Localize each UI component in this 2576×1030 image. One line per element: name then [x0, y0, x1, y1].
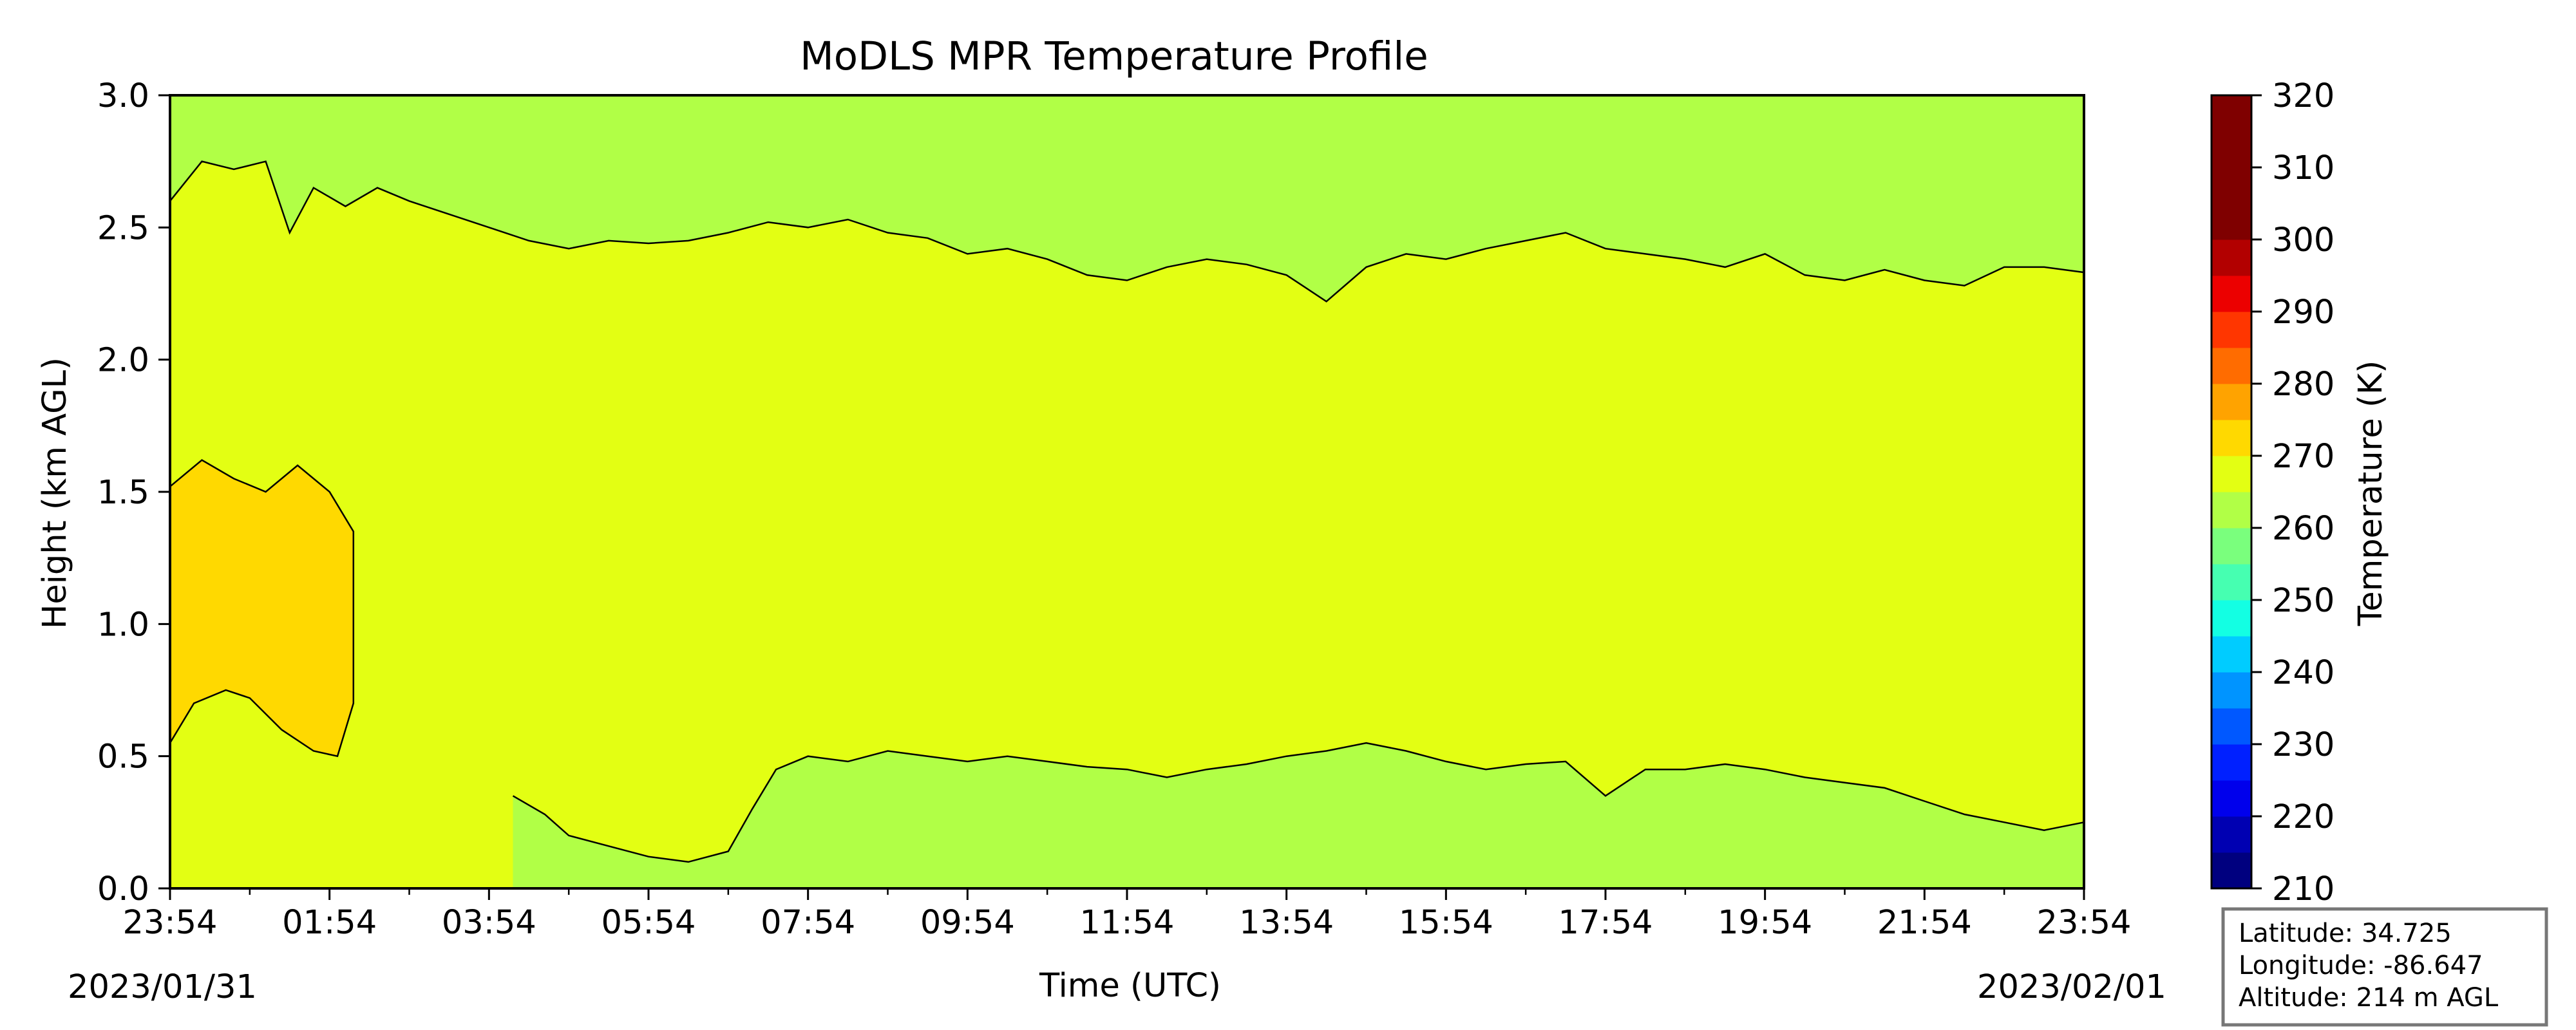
x-axis-label: Time (UTC) [1039, 967, 1221, 1005]
colorbar-bin [2211, 95, 2251, 132]
colorbar-tick-label: 320 [2272, 77, 2334, 115]
colorbar-bin [2211, 528, 2251, 565]
colorbar-tick-label: 280 [2272, 366, 2334, 404]
x-tick-label: 07:54 [761, 904, 855, 942]
x-tick-label: 23:54 [123, 904, 218, 942]
colorbar-tick-label: 240 [2272, 654, 2334, 692]
colorbar-tick-label: 260 [2272, 510, 2334, 548]
colorbar-bin [2211, 239, 2251, 276]
colorbar-bin [2211, 672, 2251, 709]
x-tick-label: 13:54 [1239, 904, 1334, 942]
colorbar-tick-label: 290 [2272, 294, 2334, 332]
altitude-text: Altitude: 214 m AGL [2239, 983, 2499, 1013]
colorbar-bin [2211, 780, 2251, 817]
colorbar-bin [2211, 564, 2251, 601]
colorbar-tick-label: 220 [2272, 798, 2334, 836]
contour-upper-boundary [169, 160, 2085, 303]
x-tick-label: 21:54 [1877, 904, 1972, 942]
y-axis: 0.0 0.5 1.0 1.5 2.0 2.5 3.0 [97, 77, 170, 908]
x-tick-label: 01:54 [282, 904, 377, 942]
latitude-text: Latitude: 34.725 [2239, 919, 2452, 948]
x-tick-label: 03:54 [442, 904, 536, 942]
contour-lower-boundary [512, 742, 2085, 863]
x-tick-label: 05:54 [601, 904, 696, 942]
x-tick-label: 23:54 [2037, 904, 2132, 942]
colorbar-bin [2211, 348, 2251, 384]
colorbar-bin [2211, 203, 2251, 240]
colorbar-bin [2211, 131, 2251, 168]
date-end-label: 2023/02/01 [1977, 968, 2166, 1006]
colorbar-bin [2211, 420, 2251, 456]
colorbar-bin [2211, 744, 2251, 781]
colorbar: 210 220 230 240 250 260 270 280 290 300 310 320 [2210, 77, 2334, 908]
y-axis-label: Height (km AGL) [36, 357, 74, 629]
y-tick-label: 0.0 [97, 870, 149, 908]
colorbar-tick-label: 250 [2272, 582, 2334, 620]
colorbar-bin [2211, 312, 2251, 348]
station-info-border [2221, 907, 2548, 1027]
date-start-label: 2023/01/31 [68, 968, 257, 1006]
region-265-270k-upper [170, 95, 2084, 302]
region-275-280k-warm-core [169, 459, 355, 758]
colorbar-bin [2211, 708, 2251, 745]
y-tick-label: 1.0 [97, 606, 149, 644]
colorbar-bin [2211, 852, 2251, 889]
y-tick-label: 3.0 [97, 77, 149, 115]
colorbar-bin [2211, 167, 2251, 204]
plot-area [169, 94, 2085, 890]
x-tick-label: 17:54 [1558, 904, 1653, 942]
colorbar-tick-label: 310 [2272, 149, 2334, 187]
colorbar-tick-label: 210 [2272, 870, 2334, 908]
colorbar-label: Temperature (K) [2352, 360, 2390, 627]
colorbar-frame [2210, 94, 2253, 890]
colorbar-tick-label: 230 [2272, 726, 2334, 764]
colorbar-tick-label: 270 [2272, 438, 2334, 476]
colorbar-bin [2211, 816, 2251, 853]
x-tick-label: 11:54 [1080, 904, 1175, 942]
colorbar-bin [2211, 276, 2251, 312]
x-tick-label: 09:54 [920, 904, 1015, 942]
colorbar-bin [2211, 384, 2251, 420]
region-265-270k-lower [513, 743, 2084, 888]
y-tick-label: 1.5 [97, 474, 149, 512]
colorbar-bin [2211, 600, 2251, 637]
y-tick-label: 2.0 [97, 342, 149, 380]
x-tick-label: 15:54 [1399, 904, 1493, 942]
x-axis: 23:54 01:54 03:54 05:54 07:54 09:54 11:54 13:54… [123, 888, 2132, 942]
longitude-text: Longitude: -86.647 [2239, 951, 2483, 980]
chart-title: MoDLS MPR Temperature Profile [800, 33, 1428, 79]
y-tick-label: 2.5 [97, 209, 149, 247]
x-tick-label: 19:54 [1718, 904, 1812, 942]
y-tick-label: 0.5 [97, 738, 149, 776]
station-info-box: Latitude: 34.725 Longitude: -86.647 Alti… [2221, 907, 2548, 1027]
colorbar-tick-label: 300 [2272, 221, 2334, 259]
colorbar-bin [2211, 456, 2251, 492]
colorbar-bin [2211, 636, 2251, 673]
colorbar-bin [2211, 492, 2251, 529]
